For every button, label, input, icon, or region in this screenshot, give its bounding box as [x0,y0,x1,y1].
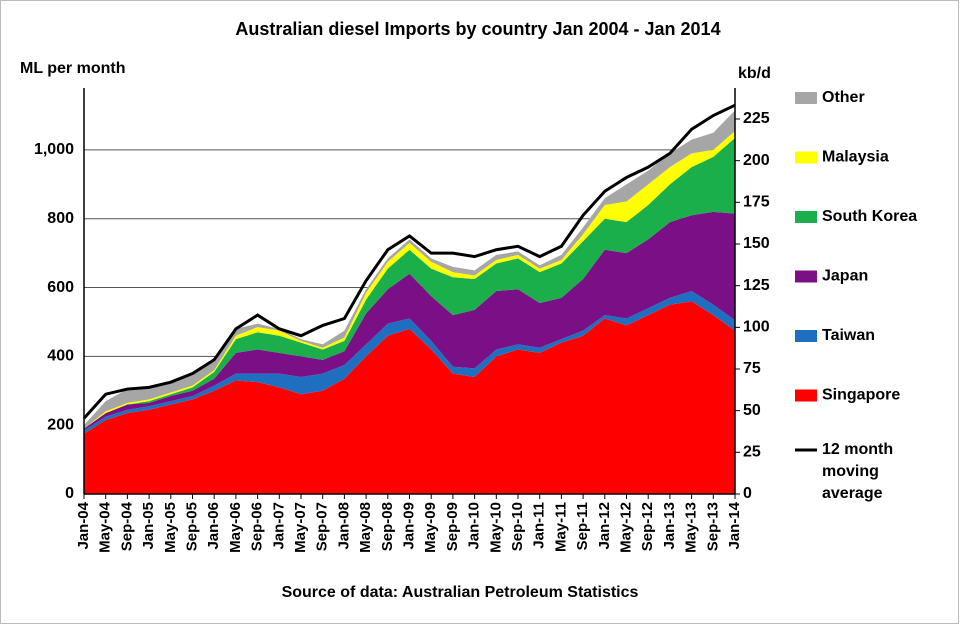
x-tick-label: May-08 [357,502,374,553]
y2-tick-label: 100 [743,319,770,336]
legend-swatch [795,211,817,223]
y-tick-label: 1,000 [34,141,74,158]
y2-tick-label: 200 [743,152,770,169]
x-tick-label: Sep-09 [444,502,461,551]
y2-tick-label: 225 [743,110,770,127]
x-tick-label: May-09 [422,502,439,553]
area [84,110,735,429]
legend-swatch [795,151,817,164]
moving-average-line [82,103,736,420]
y-tick-label: 600 [47,279,74,296]
x-tick-label: May-04 [97,501,114,553]
y-tick-label: 800 [47,210,74,227]
x-tick-label: Sep-13 [704,502,721,551]
x-tick-label: Sep-12 [639,502,656,551]
y2-tick-label: 25 [743,444,761,461]
legend-swatch [795,389,817,402]
x-tick-label: Sep-05 [183,502,200,551]
x-tick-label: Jan-12 [596,502,613,550]
x-tick-label: May-05 [162,502,179,553]
area [84,291,735,434]
legend-label: 12 month moving average [822,441,893,502]
x-tick-label: Sep-07 [314,502,331,551]
x-tick-label: Sep-04 [118,501,135,551]
y2-tick-label: 0 [743,485,752,502]
x-tick-label: Jan-05 [140,502,157,550]
x-tick-label: May-13 [683,502,700,553]
x-tick-label: Sep-06 [249,502,266,551]
x-tick-label: Jan-14 [726,501,743,549]
x-tick-label: May-10 [487,502,504,553]
y2-tick-label: 50 [743,402,761,419]
y2-axis-label: kb/d [738,65,771,82]
legend-swatch [795,92,817,104]
x-tick-label: Jan-08 [335,502,352,550]
legend-label: Taiwan [822,327,875,344]
x-tick-label: May-07 [292,502,309,553]
x-tick-label: Sep-08 [379,502,396,551]
x-tick-label: May-06 [227,502,244,553]
y-tick-label: 0 [65,485,74,502]
legend-label: South Korea [822,208,917,225]
chart-title: Australian diesel Imports by country Jan… [235,19,720,39]
x-tick-label: May-11 [552,502,569,552]
x-tick-label: Jan-13 [661,502,678,550]
area [84,301,735,494]
y2-tick-label: 125 [743,277,770,294]
x-tick-label: Jan-11 [531,502,548,549]
x-tick-label: Sep-10 [509,502,526,551]
x-tick-label: May-12 [617,502,634,553]
legend-label: Other [822,89,865,106]
x-tick-label: Jan-09 [400,502,417,550]
y2-tick-label: 75 [743,360,761,377]
legend-label: Singapore [822,387,900,404]
y2-tick-label: 150 [743,235,770,252]
legend-swatch [795,270,817,283]
legend-swatch [795,330,817,342]
y-tick-label: 400 [47,348,74,365]
y2-tick-label: 175 [743,194,770,211]
source: Source of data: Australian Petroleum Sta… [282,584,639,601]
y-axis-label: ML per month [20,60,125,77]
y-tick-label: 200 [47,416,74,433]
x-tick-label: Jan-07 [270,502,287,550]
legend-label: Japan [822,268,868,285]
x-tick-label: Jan-10 [466,502,483,550]
x-tick-label: Sep-11 [574,502,591,550]
area [84,211,735,431]
legend-label: Malaysia [822,149,889,166]
x-tick-label: Jan-04 [75,501,92,549]
x-tick-label: Jan-06 [205,502,222,550]
